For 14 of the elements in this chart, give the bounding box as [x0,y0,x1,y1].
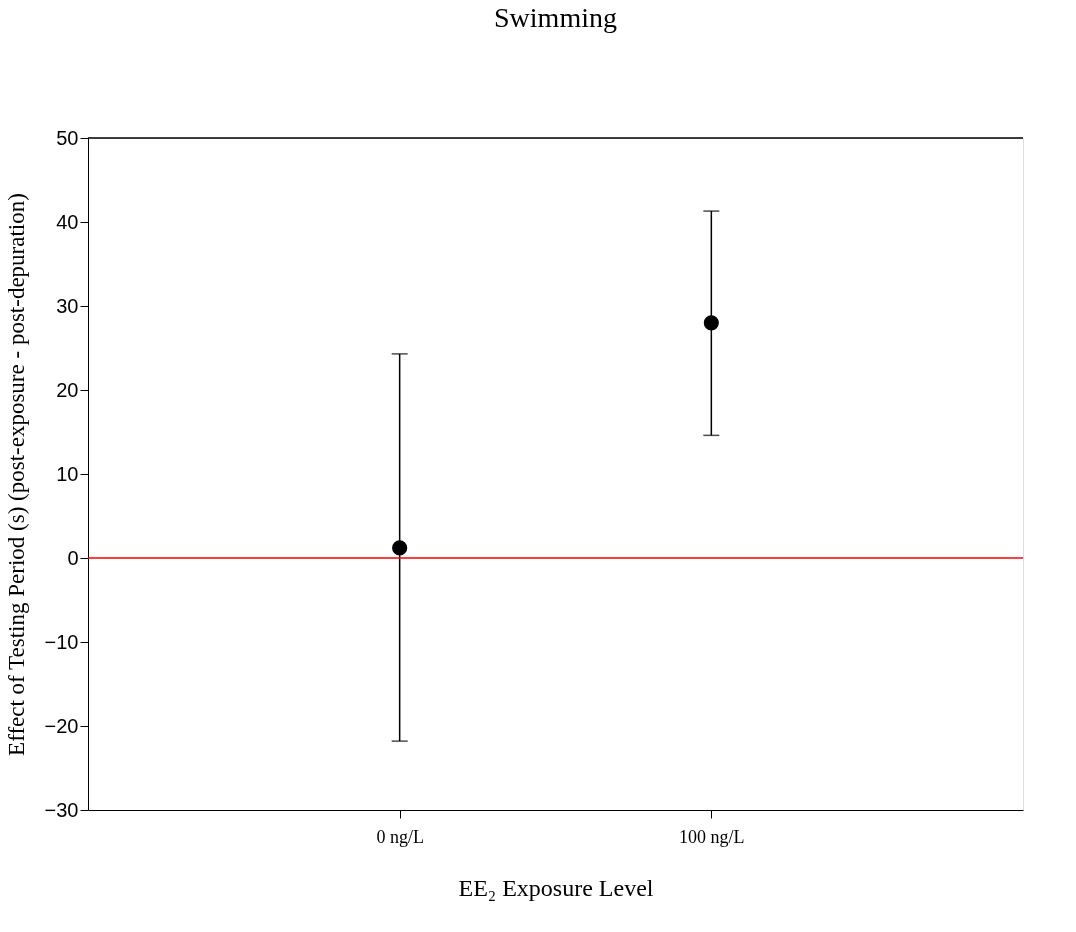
chart-title: Swimming [494,2,617,33]
y-tick-label: 0 [67,546,79,569]
y-tick-label: −30 [44,798,79,821]
y-tick-label: 10 [56,462,79,485]
y-tick-label: 20 [56,378,79,401]
y-axis-title: Effect of Testing Period (s) (post-exposure - post-depuration) [3,193,29,756]
x-tick-label: 100 ng/L [679,826,745,847]
y-tick-label: −10 [44,630,79,653]
x-tick-label: 0 ng/L [376,826,424,847]
y-tick-label: 40 [56,210,79,233]
y-tick-label: −20 [44,714,79,737]
y-tick-label: 50 [56,126,79,149]
y-tick-label: 30 [56,294,79,317]
x-axis-title: EE₂ Exposure Level [458,874,654,901]
